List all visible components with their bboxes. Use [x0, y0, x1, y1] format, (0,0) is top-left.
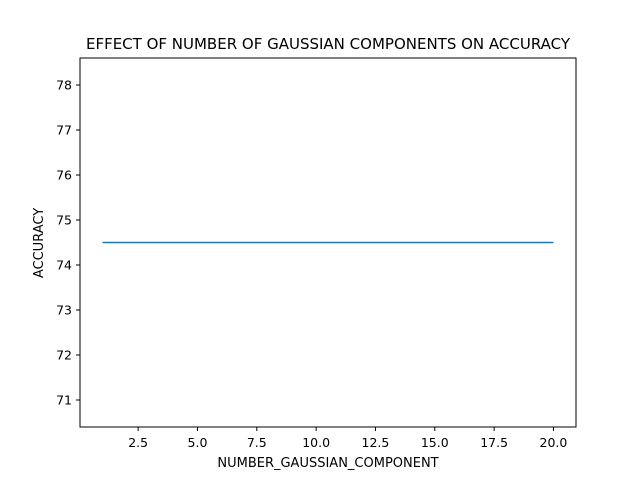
x-tick-label: 15.0	[421, 435, 449, 450]
y-tick-label: 75	[56, 213, 72, 228]
x-tick-label: 10.0	[302, 435, 330, 450]
x-tick-label: 20.0	[540, 435, 568, 450]
plot-frame	[79, 57, 577, 428]
chart-title: EFFECT OF NUMBER OF GAUSSIAN COMPONENTS …	[86, 35, 571, 53]
y-tick-label: 76	[56, 168, 72, 183]
x-tick-label: 7.5	[247, 435, 267, 450]
y-tick-label: 72	[56, 348, 72, 363]
y-axis: 71 72 73 74 75 76 77 78	[56, 78, 80, 408]
x-axis-label: NUMBER_GAUSSIAN_COMPONENT	[217, 456, 438, 471]
x-tick-label: 17.5	[480, 435, 508, 450]
x-tick-label: 5.0	[188, 435, 208, 450]
y-axis-label: ACCURACY	[32, 208, 47, 278]
x-tick-label: 12.5	[362, 435, 390, 450]
x-tick-label: 2.5	[128, 435, 148, 450]
y-tick-label: 71	[56, 393, 72, 408]
y-tick-label: 78	[56, 78, 72, 93]
y-tick-label: 77	[56, 123, 72, 138]
y-tick-label: 73	[56, 303, 72, 318]
y-tick-label: 74	[56, 258, 72, 273]
x-axis: 2.5 5.0 7.5 10.0 12.5 15.0 17.5 20.0	[128, 427, 567, 450]
